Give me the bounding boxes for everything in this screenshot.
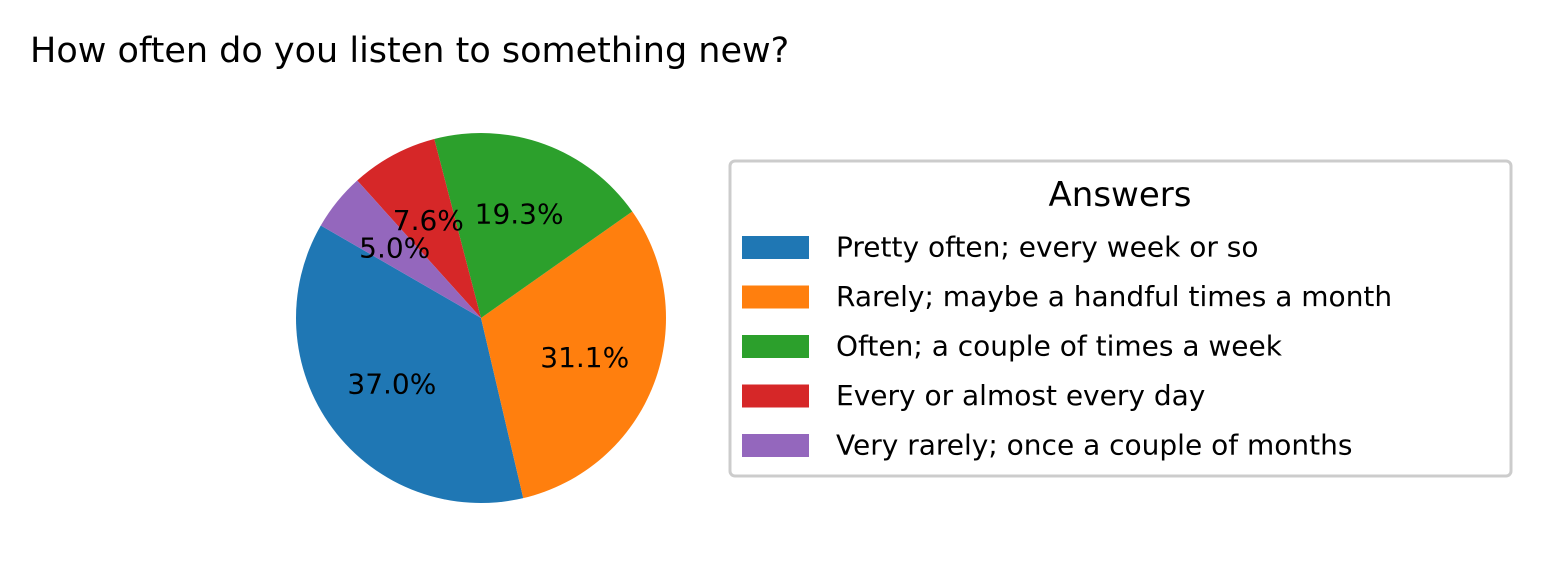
legend-entry-label: Pretty often; every week or so (836, 231, 1258, 264)
legend-entry-label: Often; a couple of times a week (836, 330, 1283, 363)
pie-slice (295, 225, 524, 504)
legend: Answers Pretty often; every week or so Ra… (728, 159, 1513, 478)
legend-entry-label: Rarely; maybe a handful times a month (836, 280, 1392, 313)
legend-title: Answers (1049, 175, 1192, 215)
pie-slices (295, 133, 666, 504)
pie-slice (481, 211, 666, 499)
legend-swatch (742, 285, 809, 309)
slice-percent-label: 19.3% (475, 197, 564, 230)
slice-percent-label: 37.0% (347, 368, 436, 401)
pie-percent-labels: 37.0% 31.1% 19.3% 7.6%5.0% (347, 197, 629, 400)
pie-slice (434, 133, 633, 318)
slice-percent-label: 31.1% (540, 341, 629, 374)
legend-swatch (742, 335, 809, 358)
legend-entries: Pretty often; every week or so Rarely; ma… (742, 231, 1392, 462)
pie-slice (357, 139, 481, 318)
legend-swatch (742, 236, 809, 259)
legend-frame (728, 159, 1513, 478)
legend-entry-label: Very rarely; once a couple of months (836, 429, 1352, 462)
pie-slice (320, 180, 481, 318)
legend-swatch (742, 384, 809, 408)
slice-percent-label: 5.0% (359, 232, 430, 265)
chart-title: How often do you listen to something new… (30, 31, 789, 71)
legend-swatch (742, 434, 809, 457)
legend-entry-label: Every or almost every day (836, 379, 1205, 412)
slice-percent-label: 7.6% (393, 204, 464, 237)
